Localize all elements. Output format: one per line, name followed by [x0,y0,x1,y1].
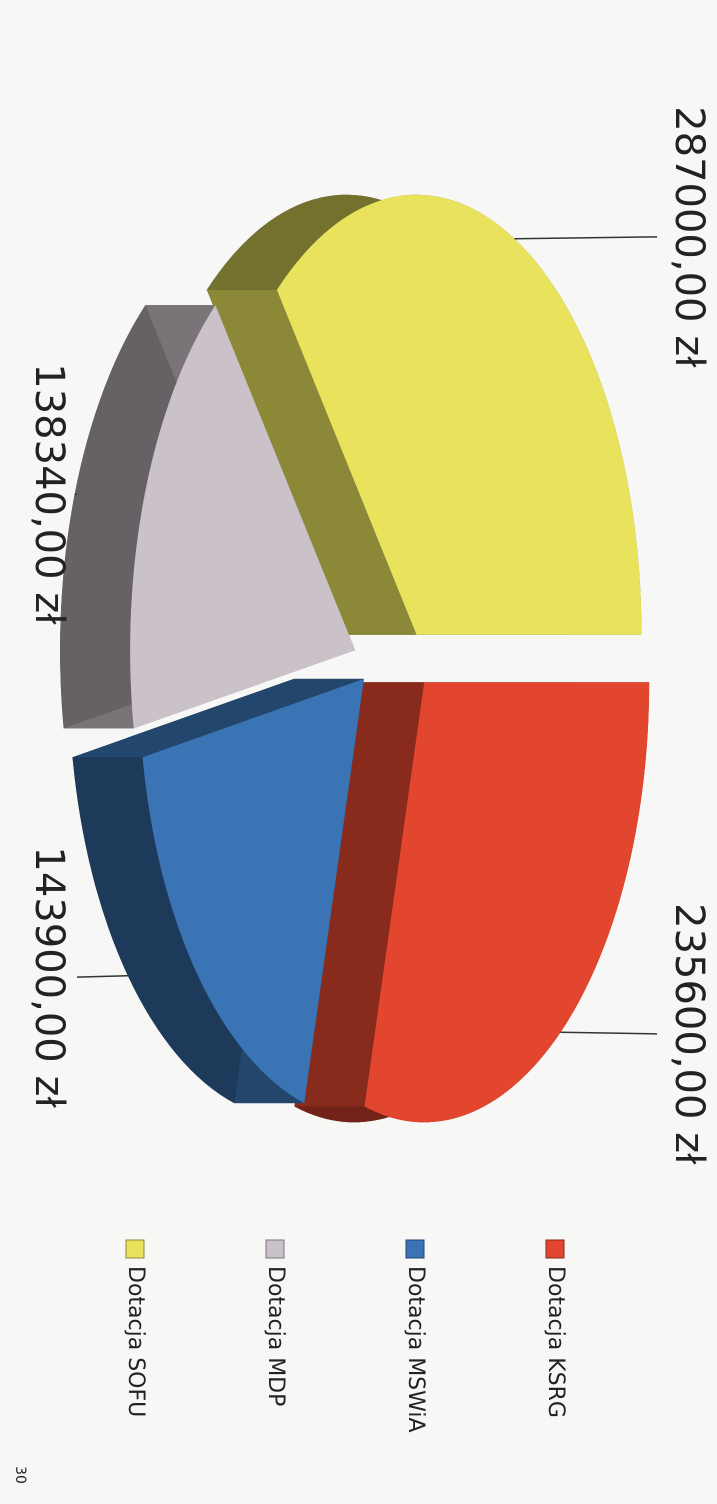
legend-label: Dotacja SOFU [123,1266,148,1417]
data-label: 138340,00 zł [26,363,72,625]
leader-line [76,975,128,978]
page-number: 30 [12,1466,28,1484]
slice [276,194,642,635]
slice-cut [206,289,417,635]
legend-label: Dotacja MDP [263,1266,288,1406]
slice-cut [72,678,364,758]
leader-line [514,236,658,240]
slice-side [60,305,216,729]
slice [130,305,356,729]
leader-line [560,1031,658,1035]
legend-swatch [125,1239,145,1259]
slice [364,682,650,1123]
data-label: 143900,00 zł [26,846,72,1108]
legend-swatch [545,1239,565,1259]
slice-side [72,757,305,1104]
slice-cut [294,682,425,1107]
legend-swatch [405,1239,425,1259]
legend-swatch [265,1239,285,1259]
data-label: 287000,00 zł [666,106,712,368]
chart: 30 235600,00 zł 143900,00 zł 138340,00 zł 2… [12,106,712,1484]
leader-line [74,493,78,496]
slice [142,678,364,1104]
legend-label: Dotacja KSRG [543,1266,568,1418]
legend-label: Dotacja MSWiA [403,1266,428,1433]
data-label: 235600,00 zł [666,903,712,1165]
